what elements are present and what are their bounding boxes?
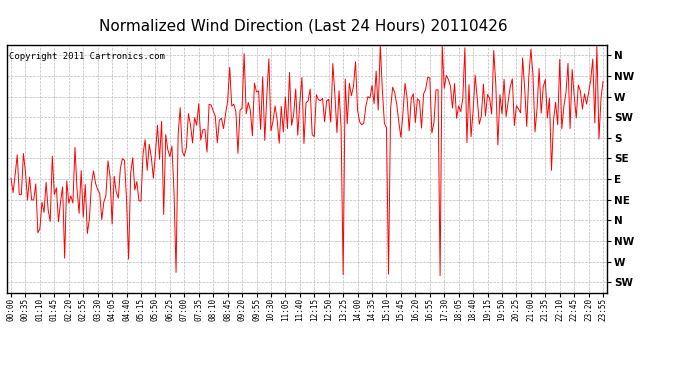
Text: Normalized Wind Direction (Last 24 Hours) 20110426: Normalized Wind Direction (Last 24 Hours… [99,19,508,34]
Text: Copyright 2011 Cartronics.com: Copyright 2011 Cartronics.com [9,53,165,62]
